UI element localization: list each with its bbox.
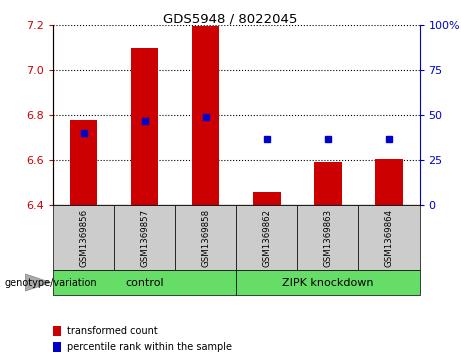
Bar	[297, 205, 358, 270]
Bar	[131, 48, 159, 205]
Text: control: control	[125, 277, 164, 287]
Bar	[114, 205, 175, 270]
Bar	[53, 205, 114, 270]
Bar	[358, 205, 420, 270]
Bar	[53, 270, 236, 295]
Bar	[314, 162, 342, 205]
Bar	[175, 205, 236, 270]
Text: ZIPK knockdown: ZIPK knockdown	[282, 277, 373, 287]
Text: GSM1369857: GSM1369857	[140, 208, 149, 266]
Polygon shape	[25, 274, 51, 291]
Text: GSM1369858: GSM1369858	[201, 208, 210, 266]
Bar	[236, 205, 297, 270]
Text: GSM1369863: GSM1369863	[323, 208, 332, 266]
Text: percentile rank within the sample: percentile rank within the sample	[67, 342, 232, 352]
Text: GSM1369856: GSM1369856	[79, 208, 88, 266]
Text: GDS5948 / 8022045: GDS5948 / 8022045	[163, 13, 298, 26]
Bar	[70, 119, 97, 205]
Bar	[192, 26, 219, 205]
Bar	[375, 159, 403, 205]
Bar	[236, 270, 420, 295]
Text: GSM1369864: GSM1369864	[384, 208, 394, 266]
Text: transformed count: transformed count	[67, 326, 158, 336]
Text: GSM1369862: GSM1369862	[262, 208, 272, 266]
Bar	[253, 192, 281, 205]
Text: genotype/variation: genotype/variation	[5, 277, 97, 287]
